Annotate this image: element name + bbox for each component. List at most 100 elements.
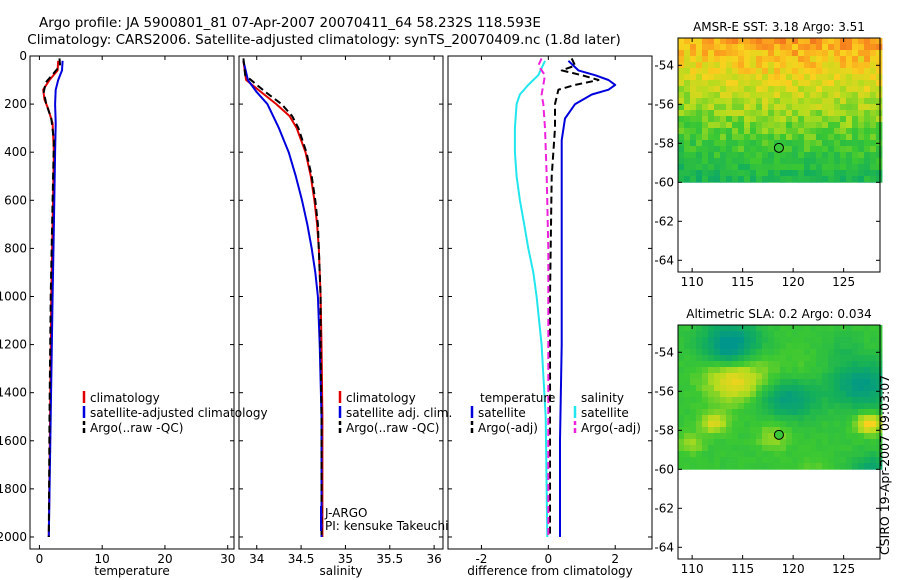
heatmap-cell: [864, 355, 871, 362]
heatmap-cell: [756, 379, 763, 386]
heatmap-cell: [744, 146, 751, 153]
heatmap-cell: [726, 451, 733, 458]
heatmap-cell: [786, 158, 793, 165]
heatmap-cell: [846, 361, 853, 368]
heatmap-cell: [780, 86, 787, 93]
heatmap-cell: [690, 451, 697, 458]
heatmap-cell: [774, 343, 781, 350]
heatmap-cell: [744, 439, 751, 446]
heatmap-cell: [708, 152, 715, 159]
heatmap-cell: [852, 457, 859, 464]
heatmap-cell: [744, 433, 751, 440]
heatmap-cell: [720, 409, 727, 416]
heatmap-cell: [846, 403, 853, 410]
heatmap-cell: [696, 44, 703, 51]
heatmap-cell: [726, 439, 733, 446]
heatmap-cell: [732, 421, 739, 428]
heatmap-cell: [744, 325, 751, 332]
heatmap-cell: [744, 451, 751, 458]
heatmap-cell: [678, 86, 685, 93]
heatmap-cell: [756, 361, 763, 368]
heatmap-cell: [846, 367, 853, 374]
heatmap-cell: [732, 415, 739, 422]
heatmap-cell: [822, 409, 829, 416]
x-axis-label: salinity: [319, 564, 362, 578]
heatmap-cell: [810, 373, 817, 380]
heatmap-cell: [684, 343, 691, 350]
heatmap-cell: [762, 74, 769, 81]
heatmap-cell: [786, 98, 793, 105]
heatmap-cell: [684, 427, 691, 434]
heatmap-cell: [780, 134, 787, 141]
heatmap-cell: [678, 367, 685, 374]
heatmap-cell: [858, 409, 865, 416]
heatmap-cell: [870, 104, 877, 111]
heatmap-cell: [858, 439, 865, 446]
legend-item-1-label: climatology: [90, 391, 160, 405]
heatmap-cell: [816, 62, 823, 69]
heatmap-cell: [786, 62, 793, 69]
heatmap-cell: [858, 122, 865, 129]
heatmap-cell: [726, 128, 733, 135]
heatmap-cell: [870, 146, 877, 153]
heatmap-cell: [828, 355, 835, 362]
heatmap-cell: [732, 355, 739, 362]
heatmap-cell: [870, 409, 877, 416]
heatmap-cell: [720, 355, 727, 362]
heatmap-cell: [804, 92, 811, 99]
heatmap-cell: [792, 343, 799, 350]
heatmap-cell: [810, 379, 817, 386]
heatmap-cell: [852, 421, 859, 428]
heatmap-cell: [684, 158, 691, 165]
heatmap-cell: [708, 415, 715, 422]
heatmap-cell: [828, 439, 835, 446]
heatmap-cell: [852, 469, 859, 470]
heatmap-cell: [780, 182, 787, 183]
heatmap-cell: [750, 44, 757, 51]
heatmap-cell: [780, 122, 787, 129]
heatmap-cell: [702, 439, 709, 446]
heatmap-cell: [816, 128, 823, 135]
heatmap-cell: [720, 451, 727, 458]
heatmap-cell: [792, 50, 799, 57]
heatmap-cell: [780, 110, 787, 117]
heatmap-cell: [690, 86, 697, 93]
heatmap-cell: [858, 104, 865, 111]
heatmap-cell: [804, 361, 811, 368]
heatmap-cell: [726, 457, 733, 464]
heatmap-cell: [798, 116, 805, 123]
heatmap-cell: [822, 373, 829, 380]
heatmap-cell: [756, 134, 763, 141]
heatmap-cell: [852, 44, 859, 51]
heatmap-cell: [756, 367, 763, 374]
heatmap-cell: [846, 415, 853, 422]
heatmap-cell: [834, 86, 841, 93]
heatmap-cell: [834, 140, 841, 147]
heatmap-cell: [750, 86, 757, 93]
heatmap-cell: [744, 50, 751, 57]
heatmap-cell: [714, 457, 721, 464]
heatmap-cell: [726, 38, 733, 45]
heatmap-cell: [696, 176, 703, 183]
heatmap-cell: [810, 445, 817, 452]
heatmap-cell: [804, 445, 811, 452]
heatmap-cell: [846, 92, 853, 99]
heatmap-cell: [756, 140, 763, 147]
heatmap-cell: [738, 92, 745, 99]
heatmap-cell: [870, 158, 877, 165]
heatmap-cell: [708, 391, 715, 398]
heatmap-cell: [708, 457, 715, 464]
heatmap-cell: [750, 56, 757, 63]
heatmap-cell: [768, 104, 775, 111]
heatmap-cell: [804, 152, 811, 159]
heatmap-cell: [810, 331, 817, 338]
heatmap-cell: [738, 385, 745, 392]
heatmap-cell: [852, 38, 859, 45]
heatmap-cell: [768, 86, 775, 93]
heatmap-cell: [768, 122, 775, 129]
heatmap-cell: [702, 56, 709, 63]
heatmap-cell: [768, 367, 775, 374]
heatmap-cell: [810, 439, 817, 446]
heatmap-cell: [702, 355, 709, 362]
heatmap-cell: [690, 349, 697, 356]
